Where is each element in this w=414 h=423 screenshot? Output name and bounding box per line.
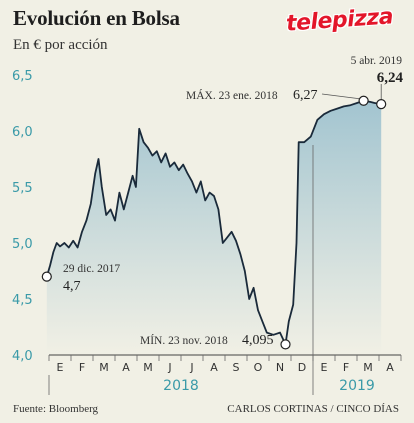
source-note: Fuente: Bloomberg <box>13 403 99 415</box>
annotation-max-date: MÁX. 23 ene. 2018 <box>186 88 278 102</box>
annotation-start-date: 29 dic. 2017 <box>63 263 120 275</box>
y-tick-label: 5,0 <box>12 237 33 252</box>
annotation-start-value: 4,7 <box>63 279 81 294</box>
y-tick-label: 6,5 <box>12 69 33 84</box>
month-label: D <box>298 361 306 374</box>
annotation-max-leader <box>321 93 360 100</box>
month-label: J <box>189 361 193 374</box>
month-label: A <box>210 361 218 374</box>
month-label: M <box>99 361 109 374</box>
month-label: N <box>276 361 284 374</box>
month-label: F <box>343 361 349 374</box>
annotation-marker <box>41 271 52 282</box>
month-label: J <box>167 361 171 374</box>
annotation-min-value: 4,095 <box>242 333 274 348</box>
credit-note: CARLOS CORTINAS / CINCO DÍAS <box>227 403 399 415</box>
y-axis: 4,0 4,5 5,0 5,5 6,0 6,5 <box>12 69 33 364</box>
price-line <box>45 99 382 346</box>
chart-title: Evolución en Bolsa <box>13 6 180 30</box>
annotation-marker <box>358 95 369 106</box>
annotation-marker <box>280 339 291 350</box>
chart-subtitle: En € por acción <box>13 37 108 53</box>
month-label: E <box>57 361 64 374</box>
y-tick-label: 5,5 <box>12 181 33 196</box>
month-label: M <box>363 361 373 374</box>
month-label: S <box>233 361 240 374</box>
price-area <box>46 100 382 355</box>
annotation-last-date: 5 abr. 2019 <box>351 55 403 67</box>
annotation-max-value: 6,27 <box>293 88 318 103</box>
month-label: M <box>143 361 153 374</box>
annotation-min-date: MÍN. 23 nov. 2018 <box>140 333 228 347</box>
year-label: 2018 <box>163 378 199 394</box>
area-layer <box>45 99 382 355</box>
year-label: 2019 <box>339 378 375 394</box>
y-tick-label: 6,0 <box>12 125 33 140</box>
month-label: A <box>386 361 394 374</box>
month-label: A <box>122 361 130 374</box>
y-tick-label: 4,5 <box>12 293 33 308</box>
annotation-last-value: 6,24 <box>377 70 404 86</box>
month-label: E <box>321 361 328 374</box>
annotation-marker <box>376 99 387 110</box>
month-label: O <box>254 361 263 374</box>
annotations: 29 dic. 2017 4,7 MÍN. 23 nov. 2018 4,095 MÁX… <box>41 55 404 350</box>
y-tick-label: 4,0 <box>12 349 33 364</box>
month-label: F <box>79 361 85 374</box>
